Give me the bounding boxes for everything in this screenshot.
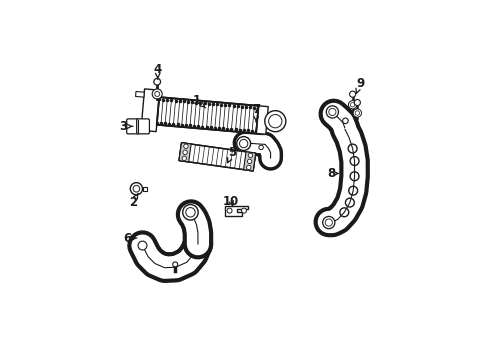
FancyBboxPatch shape — [126, 119, 139, 134]
Polygon shape — [141, 89, 160, 132]
Circle shape — [154, 91, 160, 96]
Circle shape — [328, 108, 335, 116]
Polygon shape — [224, 206, 248, 216]
Polygon shape — [256, 106, 268, 134]
Polygon shape — [133, 121, 142, 127]
Circle shape — [248, 153, 252, 158]
Circle shape — [182, 156, 186, 161]
Text: 2: 2 — [128, 193, 138, 209]
Circle shape — [172, 262, 177, 267]
Circle shape — [349, 91, 355, 97]
Circle shape — [226, 208, 232, 213]
Text: 1: 1 — [192, 94, 205, 108]
Text: 5: 5 — [227, 146, 236, 163]
Circle shape — [130, 183, 142, 195]
Circle shape — [183, 144, 188, 148]
Text: 9: 9 — [355, 77, 364, 93]
Text: 10: 10 — [223, 195, 239, 208]
Circle shape — [138, 241, 146, 250]
Text: 6: 6 — [123, 232, 137, 245]
Circle shape — [354, 111, 359, 115]
Polygon shape — [179, 143, 255, 171]
Circle shape — [133, 185, 140, 192]
Circle shape — [183, 204, 198, 220]
Circle shape — [264, 111, 285, 132]
Text: 7: 7 — [252, 103, 260, 122]
Circle shape — [154, 78, 160, 85]
Polygon shape — [157, 97, 258, 134]
Polygon shape — [179, 143, 191, 162]
Circle shape — [322, 216, 334, 229]
Circle shape — [325, 219, 332, 226]
Circle shape — [350, 103, 354, 107]
Circle shape — [241, 208, 246, 213]
Circle shape — [352, 109, 361, 117]
Text: 8: 8 — [326, 167, 338, 180]
Circle shape — [268, 114, 282, 128]
Circle shape — [354, 99, 360, 105]
Circle shape — [185, 208, 195, 217]
Circle shape — [239, 139, 247, 148]
Circle shape — [236, 136, 250, 150]
FancyBboxPatch shape — [137, 119, 149, 134]
Circle shape — [325, 106, 338, 118]
Circle shape — [259, 145, 263, 150]
Polygon shape — [135, 91, 144, 97]
Text: 3: 3 — [119, 120, 132, 133]
Circle shape — [342, 118, 347, 123]
Text: 4: 4 — [153, 63, 162, 79]
Circle shape — [247, 159, 251, 163]
Circle shape — [348, 100, 356, 109]
Circle shape — [183, 150, 187, 154]
Polygon shape — [243, 152, 255, 171]
Circle shape — [246, 165, 250, 170]
Circle shape — [152, 89, 162, 99]
Polygon shape — [142, 186, 146, 191]
